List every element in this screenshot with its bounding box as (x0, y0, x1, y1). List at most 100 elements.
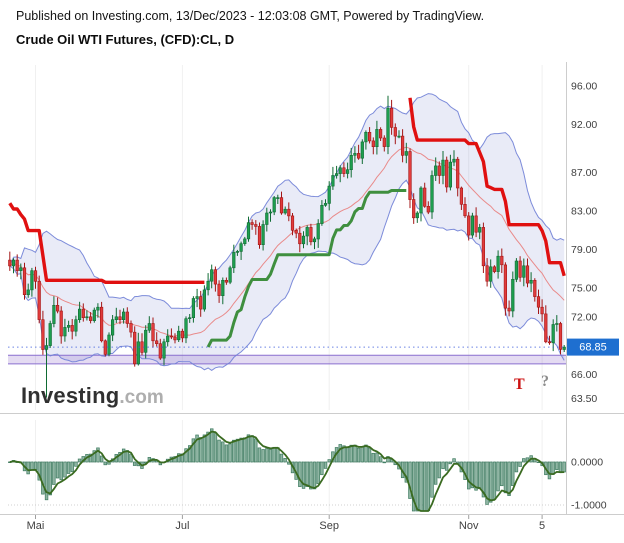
macd-histogram-bar (345, 446, 350, 463)
bollinger-lower-band (9, 179, 565, 372)
macd-histogram-bar (213, 432, 218, 463)
macd-histogram-bar (547, 461, 552, 480)
candle-body (48, 323, 52, 346)
price-tick-label: 79.00 (571, 244, 597, 256)
candle-body (301, 235, 306, 245)
candle-body (33, 270, 38, 282)
candle-body (195, 296, 199, 299)
macd-histogram-bar (202, 434, 207, 463)
current-price-badge-label: 68.85 (579, 342, 607, 354)
time-axis[interactable] (0, 515, 624, 543)
candle-body (309, 227, 313, 243)
investing-watermark: Investing.com (21, 383, 164, 409)
candle-body (514, 260, 518, 280)
candle-body (70, 325, 74, 332)
macd-histogram-bar (426, 461, 431, 512)
candle-body (133, 331, 137, 365)
candle-body (456, 158, 460, 189)
macd-histogram-bar (88, 453, 93, 463)
price-tick-label: 87.00 (571, 167, 597, 179)
candle-body (26, 289, 30, 295)
candle-body (294, 230, 298, 234)
candle-body (37, 280, 41, 320)
candle-body (478, 227, 482, 233)
macd-histogram-bar (312, 461, 317, 490)
candle-body (19, 267, 23, 271)
macd-histogram-bar (44, 461, 49, 501)
macd-histogram-bar (323, 461, 328, 469)
macd-histogram-bar (364, 444, 368, 463)
candle-body (320, 205, 324, 224)
annotation-t[interactable]: T (514, 376, 525, 393)
candle-body (496, 255, 500, 272)
macd-histogram-bar (511, 461, 515, 486)
candle-body (217, 283, 221, 296)
candle-body (184, 318, 188, 339)
candle-body (404, 151, 408, 156)
macd-histogram-bar (224, 444, 229, 463)
candle-body (59, 310, 63, 337)
price-axis[interactable] (567, 65, 624, 512)
candle-body (445, 159, 449, 188)
macd-histogram-bar (99, 455, 104, 463)
candle-body (155, 340, 159, 344)
macd-histogram-bar (467, 461, 471, 490)
candle-body (360, 141, 364, 159)
candle-body (11, 259, 16, 267)
candle-body (96, 306, 100, 311)
macd-histogram-bar (301, 461, 306, 489)
candle-body (122, 311, 126, 320)
candle-body (92, 309, 96, 322)
candle-body (467, 215, 471, 236)
candle-body (144, 329, 148, 353)
macd-histogram-bar (555, 461, 559, 470)
candle-body (400, 135, 405, 156)
macd-histogram-bar (353, 444, 357, 463)
candle-body (423, 187, 427, 207)
candle-body (224, 279, 229, 283)
macd-histogram-bar (254, 438, 258, 463)
candle-body (378, 129, 383, 139)
time-tick-label: 5 (539, 520, 545, 532)
macd-histogram-bar (132, 461, 137, 466)
macd-histogram-bar (74, 461, 78, 467)
macd-histogram-bar (184, 448, 188, 463)
candle-body (533, 279, 537, 297)
price-tick-label: 66.00 (571, 369, 597, 381)
support-zone[interactable] (8, 355, 566, 364)
candle-body (177, 330, 181, 341)
candle-body (243, 238, 247, 244)
macd-histogram-bar (246, 434, 251, 463)
candle-body (169, 335, 174, 338)
candle-body (470, 215, 475, 236)
candle-body (213, 269, 218, 285)
candle-body (367, 132, 372, 142)
candle-body (503, 264, 508, 309)
candle-body (382, 137, 386, 147)
macd-histogram-bar (283, 458, 287, 463)
macd-histogram-bar (41, 461, 45, 495)
candle-body (419, 187, 423, 214)
candle-body (147, 323, 151, 331)
macd-histogram-bar (378, 456, 383, 463)
macd-histogram-bar (514, 461, 519, 473)
macd-histogram-bar (562, 461, 566, 473)
macd-histogram-bar (221, 441, 225, 463)
time-tick-label: Sep (319, 520, 339, 532)
candle-body (353, 153, 357, 156)
candle-body (338, 167, 342, 174)
candle-body (202, 289, 207, 310)
candle-body (485, 265, 489, 282)
macd-line (9, 430, 565, 512)
annotation-question-mark[interactable]: ? (541, 373, 549, 390)
candle-body (547, 341, 552, 344)
candle-body (67, 325, 71, 328)
candle-body (290, 215, 295, 231)
published-line: Published on Investing.com, 13/Dec/2023 … (16, 9, 485, 23)
candle-body (111, 319, 115, 336)
macd-histogram-bar (448, 461, 453, 465)
macd-histogram-bar (272, 446, 276, 463)
candle-body (210, 269, 214, 282)
macd-histogram-bar (195, 434, 199, 463)
